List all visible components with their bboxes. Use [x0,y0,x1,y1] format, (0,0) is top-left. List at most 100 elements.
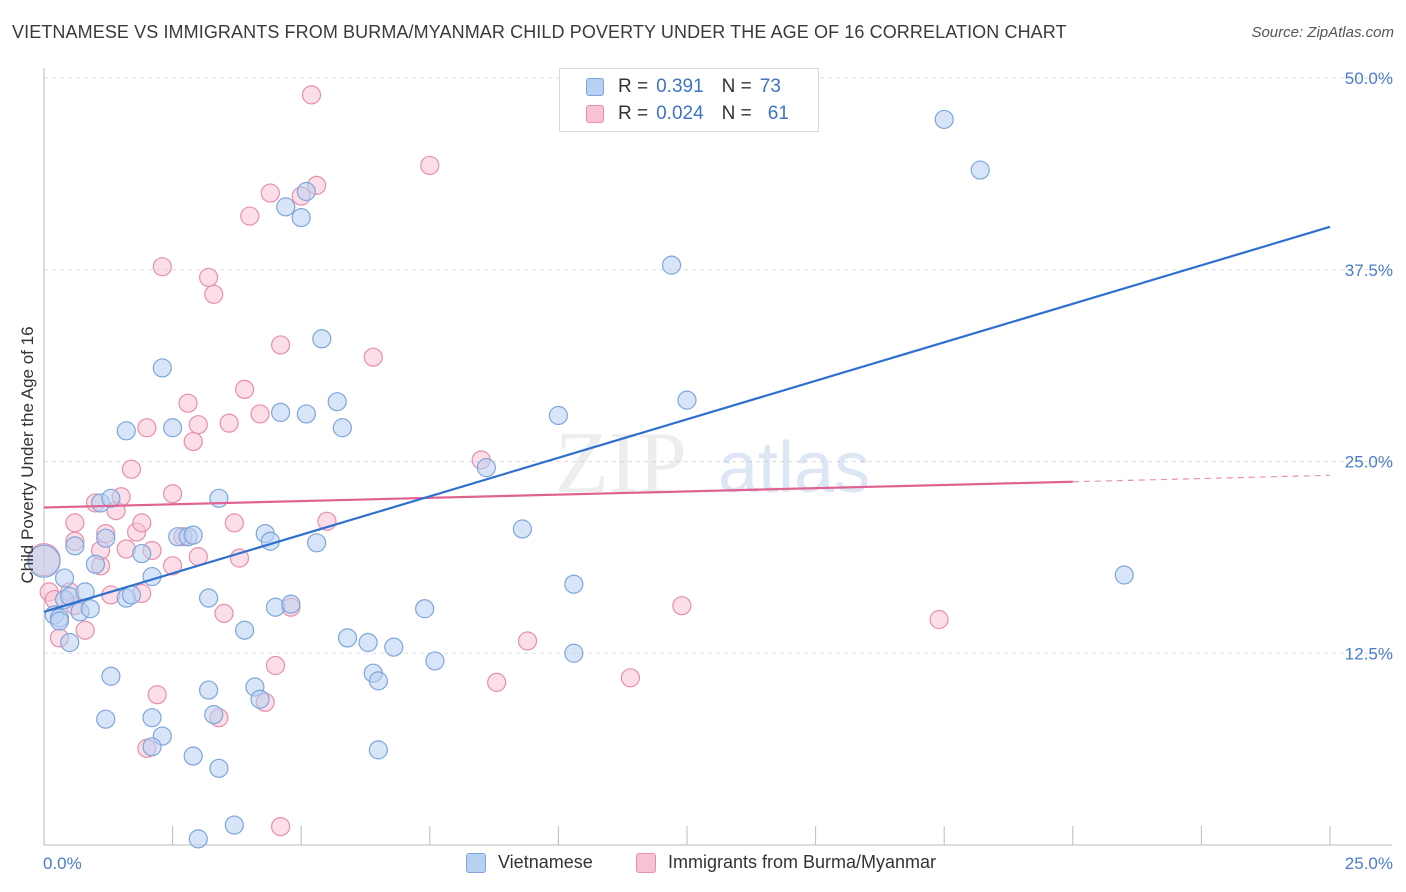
legend-n-label: N = [721,103,752,124]
data-point [1114,565,1134,585]
data-point [132,543,152,564]
data-point [152,257,172,277]
data-point [204,705,224,725]
data-point [132,513,152,533]
data-point [188,415,208,435]
data-point [219,413,239,433]
legend-r-value: 0.024 [656,103,704,124]
y-tick-label: 25.0% [1345,453,1393,472]
data-point [60,632,80,653]
data-point [661,255,682,275]
data-point [235,379,255,400]
data-point [152,358,172,378]
data-point [49,611,70,631]
data-point [420,155,440,176]
data-point [80,599,100,619]
data-point [929,609,949,630]
data-point [224,815,244,835]
legend-r-label: R = [618,76,649,97]
data-point [250,404,270,424]
y-tick-label: 12.5% [1345,644,1393,663]
data-point [327,392,347,412]
data-point [96,528,116,548]
data-point [204,284,224,304]
data-point [54,568,75,588]
data-point [65,536,85,556]
series-burma-points [27,85,949,837]
data-point [384,637,404,657]
legend-swatch-pink [586,105,604,123]
data-point [276,197,296,217]
legend-r-label: R = [618,103,649,124]
data-point [101,585,121,605]
data-point [260,183,280,203]
data-point [415,599,435,619]
data-point [188,829,208,849]
data-point [101,488,121,508]
data-point [337,628,358,648]
data-point [476,458,496,478]
data-point [332,418,352,438]
data-point [178,393,198,413]
gridlines [44,77,1392,654]
data-point [358,632,378,653]
data-point [425,651,445,671]
data-point [487,672,507,692]
trend-line-vietnamese [43,225,1331,613]
data-point [142,708,162,728]
data-point [312,329,332,349]
data-point [250,689,270,709]
data-point [116,421,136,441]
data-point [934,109,954,130]
data-point [281,594,301,614]
trend-lines [43,225,1331,613]
tick-labels: 50.0% 37.5% 25.0% 12.5% 0.0% 25.0% [43,69,1393,873]
data-point [564,643,584,663]
legend-n-value: 61 [767,103,789,124]
data-point [271,335,291,355]
data-point [307,533,327,553]
data-point [137,418,157,438]
x-tick-label: 0.0% [43,854,82,873]
data-point [291,207,311,228]
axes [43,68,1392,846]
watermark-atlas: atlas [718,428,870,508]
bottom-legend-swatch-blue [466,852,486,873]
data-point [209,758,229,778]
data-point [620,668,641,688]
source-label: Source: ZipAtlas.com [1251,24,1394,41]
data-point [27,544,61,578]
data-point [209,488,229,508]
legend-row-burma: R = 0.024 N = 61 [586,102,789,126]
trend-line-burma-extension [1072,474,1331,483]
bottom-legend-burma: Immigrants from Burma/Myanmar [636,852,936,873]
data-point [235,620,255,640]
data-point [301,85,322,105]
watermark-zip: ZIP [555,415,687,512]
data-point [363,347,383,367]
data-point [163,418,183,438]
data-point [512,519,532,539]
data-point [265,597,286,617]
data-point [368,671,388,691]
data-point [224,513,244,533]
legend-r-value: 0.391 [656,76,704,97]
data-point [65,513,85,533]
data-point [121,459,142,479]
y-axis-title: Child Poverty Under the Age of 16 [18,326,37,583]
data-point [296,404,316,424]
data-point [548,405,569,426]
data-point [96,709,116,729]
legend-row-vietnamese: R = 0.391 N = 73 [586,75,781,99]
data-point [147,685,167,705]
data-point [368,740,388,760]
data-point [672,596,692,616]
correlation-legend: R = 0.391 N = 73 R = 0.024 N = 61 [559,68,819,132]
data-point [163,484,183,504]
series-vietnamese-points [27,109,1134,849]
data-point [199,588,219,608]
data-point [265,655,286,676]
data-point [214,603,234,623]
data-point [101,666,121,686]
data-point [85,554,106,574]
